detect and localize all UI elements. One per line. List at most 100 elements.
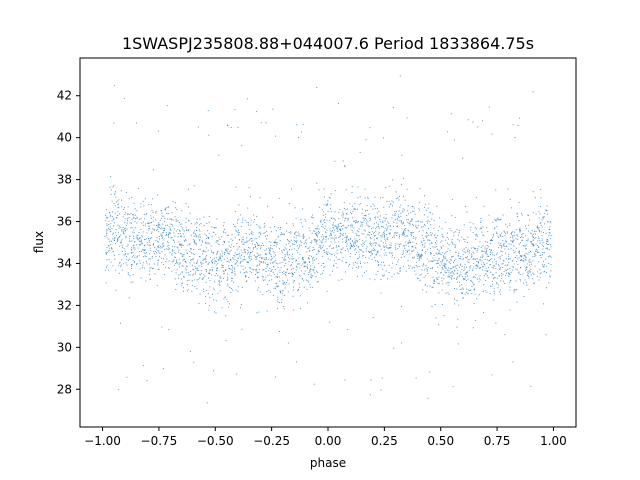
data-point (110, 261, 112, 263)
data-point (344, 218, 346, 220)
data-point (286, 282, 288, 284)
data-point (192, 253, 194, 255)
data-point (417, 254, 419, 256)
data-point (430, 260, 432, 262)
data-point (121, 230, 123, 232)
data-point (356, 245, 358, 247)
data-point (398, 210, 400, 212)
data-point (126, 220, 128, 222)
data-point (353, 227, 355, 229)
data-point (543, 212, 545, 214)
data-point (359, 256, 361, 258)
data-point (417, 277, 419, 279)
data-point (316, 271, 318, 273)
data-point (275, 276, 277, 278)
data-point (267, 205, 269, 207)
data-point (508, 273, 510, 275)
data-point (512, 249, 514, 251)
data-point (203, 259, 205, 261)
data-point (259, 263, 261, 265)
data-point (532, 212, 534, 214)
data-point (192, 269, 194, 271)
data-point (147, 238, 149, 240)
data-point (452, 266, 454, 268)
data-point (124, 218, 126, 220)
data-point (393, 221, 395, 223)
data-point (224, 242, 226, 244)
data-point (161, 257, 163, 259)
data-point (385, 186, 387, 188)
data-point (458, 257, 460, 259)
data-point (166, 105, 168, 107)
data-point (271, 279, 273, 281)
data-point (221, 236, 223, 238)
data-point (454, 246, 456, 248)
data-point (332, 222, 334, 224)
data-point (503, 242, 505, 244)
data-point (175, 230, 177, 232)
data-point (482, 234, 484, 236)
data-point (395, 249, 397, 251)
data-point (288, 232, 290, 234)
data-point (342, 211, 344, 213)
data-point (395, 191, 397, 193)
data-point (517, 258, 519, 260)
data-point (170, 237, 172, 239)
data-point (376, 254, 378, 256)
data-point (235, 186, 237, 188)
data-point (323, 196, 325, 198)
data-point (498, 265, 500, 267)
data-point (150, 221, 152, 223)
data-point (509, 267, 511, 269)
data-point (168, 247, 170, 249)
data-point (178, 277, 180, 279)
data-point (193, 232, 195, 234)
data-point (525, 256, 527, 258)
data-point (311, 255, 313, 257)
data-point (286, 252, 288, 254)
data-point (212, 259, 214, 261)
data-point (207, 249, 209, 251)
data-point (144, 218, 146, 220)
data-point (215, 261, 217, 263)
data-point (526, 284, 528, 286)
data-point (499, 234, 501, 236)
data-point (389, 232, 391, 234)
data-point (515, 238, 517, 240)
data-point (547, 256, 549, 258)
data-point (480, 256, 482, 258)
data-point (294, 248, 296, 250)
data-point (278, 330, 280, 332)
data-point (296, 266, 298, 268)
data-point (259, 233, 261, 235)
data-point (398, 273, 400, 275)
data-point (172, 201, 174, 203)
data-point (444, 253, 446, 255)
data-point (378, 244, 380, 246)
data-point (370, 255, 372, 257)
data-point (522, 237, 524, 239)
data-point (123, 208, 125, 210)
data-point (119, 262, 121, 264)
data-point (279, 228, 281, 230)
data-point (451, 271, 453, 273)
data-point (107, 216, 109, 218)
data-point (478, 277, 480, 279)
data-point (134, 249, 136, 251)
data-point (420, 257, 422, 259)
data-point (421, 234, 423, 236)
data-point (437, 260, 439, 262)
data-point (294, 207, 296, 209)
data-point (123, 232, 125, 234)
data-point (466, 271, 468, 273)
data-point (300, 218, 302, 220)
data-point (133, 232, 135, 234)
data-point (530, 242, 532, 244)
data-point (425, 236, 427, 238)
data-point (182, 259, 184, 261)
data-point (486, 241, 488, 243)
data-point (210, 260, 212, 262)
data-point (404, 245, 406, 247)
data-point (400, 219, 402, 221)
data-point (407, 219, 409, 221)
